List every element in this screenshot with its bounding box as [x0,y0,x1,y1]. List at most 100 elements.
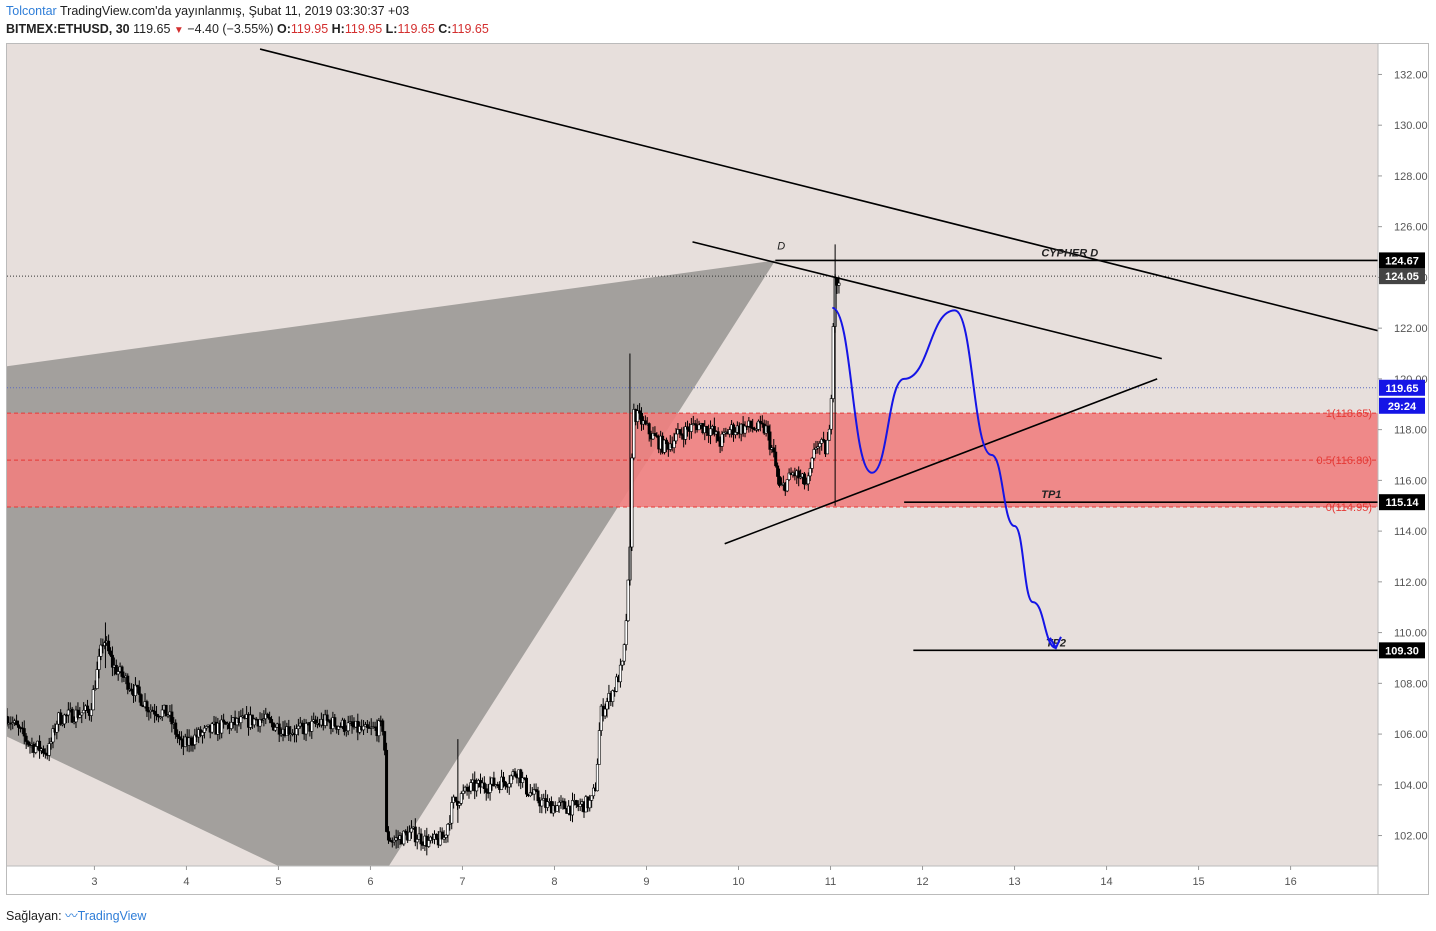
candle-body [622,644,626,662]
candle-body [755,428,759,431]
price-tick-label: 132.00 [1394,69,1428,81]
candle-body [705,426,709,433]
candle-body [95,669,99,689]
candle-body [82,709,86,714]
candle-body [66,709,70,716]
price-tag-label: 109.30 [1385,645,1419,657]
candle-body [176,734,180,738]
candle-body [126,675,130,690]
candle-body [618,664,622,683]
chart-frame [6,43,1429,895]
candle-body [446,823,450,836]
candle-body [574,800,578,806]
candle-body [693,423,697,426]
candle-body [772,447,776,453]
low-label: L: [385,22,398,36]
time-tick-label: 13 [1008,876,1020,888]
candle-body [91,689,95,711]
publish-text: TradingView.com'da yayınlanmış, Şubat 11… [59,4,410,18]
candle-body [344,730,348,733]
price-tick-label: 130.00 [1394,120,1428,132]
candle-body [672,440,676,448]
candle-body [461,790,465,794]
candle-body [15,720,19,726]
candle-body [570,800,574,816]
candle-body [488,783,492,793]
candle-body [812,449,816,459]
candle-body [137,686,141,695]
time-tick-label: 9 [643,876,649,888]
open-value: 119.95 [290,22,329,36]
candle-body [620,660,624,666]
tradingview-link[interactable]: TradingView [77,909,147,923]
fib-level-label: 0.5(116.80) [1317,455,1372,467]
candle-body [733,432,737,436]
target-level-label: TP1 [1041,489,1061,501]
price-tick-label: 106.00 [1394,729,1428,741]
candle-body [651,433,655,440]
candle-body [296,725,300,730]
candle-body [768,431,772,450]
candle-body [268,717,272,720]
candle-body [509,775,513,784]
candle-body [536,790,540,802]
candle-body [78,714,82,718]
time-tick-label: 16 [1284,876,1296,888]
candle-body [760,422,764,425]
candle-body [804,483,808,486]
time-tick-label: 15 [1192,876,1204,888]
candle-body [829,398,833,430]
candle-body [816,446,820,449]
time-tick-label: 11 [825,876,836,888]
time-tick-label: 7 [459,876,465,888]
candle-body [24,735,28,742]
candle-body [503,781,507,787]
time-axis: 3 4 5 6 7 8 9 10 11 12 13 14 15 16 [7,865,1378,888]
author-link[interactable]: Tolcontar [6,4,57,18]
candle-body [155,713,159,717]
candle-body [47,743,51,756]
candle-body [109,650,113,656]
open-label: O: [276,22,291,36]
candle-body [388,839,392,842]
price-tick-label: 112.00 [1394,577,1427,589]
last-price: 119.65 [133,22,171,36]
price-tick-label: 114.00 [1394,526,1427,538]
candle-body [686,426,690,430]
price-tag [1379,379,1425,396]
candle-body [756,420,760,430]
candle-body [647,423,651,435]
candle-body [191,744,195,746]
candle-body [262,718,266,721]
candle-body [135,684,139,688]
candle-body [820,439,824,444]
candle-body [7,716,9,725]
candle-body [97,656,101,670]
time-tick-label: 12 [916,876,928,888]
price-tick-label: 104.00 [1394,780,1428,792]
candle-body [258,719,262,727]
candle-body [327,720,331,722]
candle-body [419,833,423,845]
candle-body [34,746,38,753]
candle-body [337,726,341,730]
fib-level-label: 0(114.95) [1326,502,1372,514]
candle-body [814,447,818,450]
candle-body [116,671,120,675]
candle-body [588,800,592,809]
ohlc-legend: BITMEX:ETHUSD, 30 119.65 ▼ −4.40 (−3.55%… [6,22,489,36]
candle-body [409,827,413,833]
candle-body [158,716,162,718]
candle-body [266,713,270,718]
close-label: C: [438,22,452,36]
candle-body [626,579,630,622]
candle-body [133,684,137,696]
candle-body [818,443,822,448]
candle-body [459,793,463,804]
candle-body [93,688,97,690]
candle-body [728,429,732,435]
symbol-label: BITMEX:ETHUSD, 30 [6,22,130,36]
candle-body [408,831,412,841]
candle-body [170,711,174,725]
